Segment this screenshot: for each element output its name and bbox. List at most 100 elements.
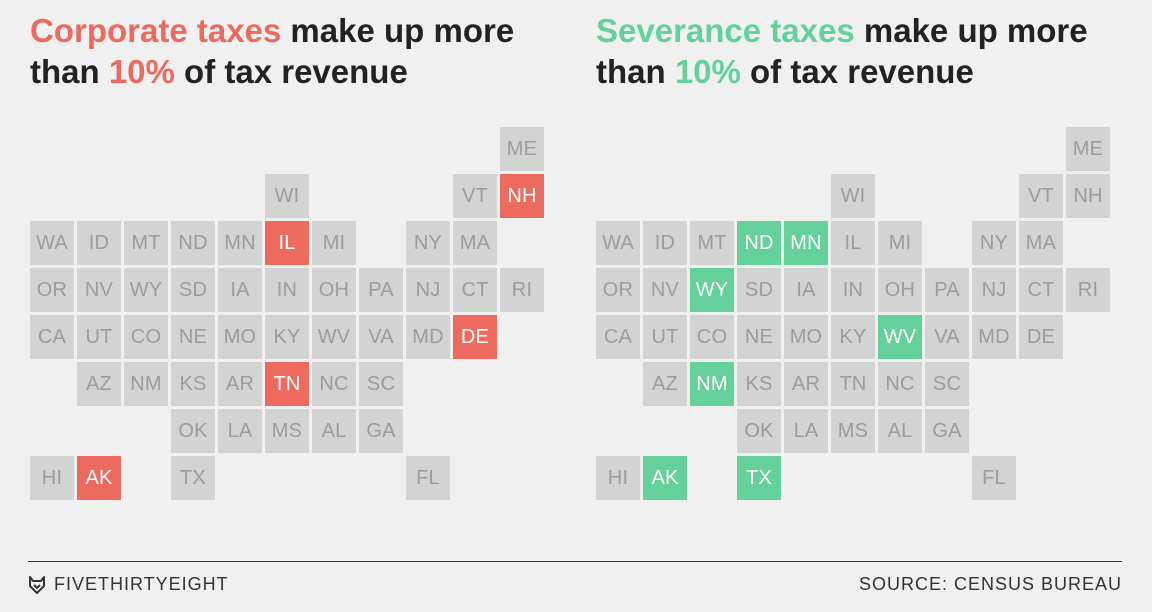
footer-divider [28, 561, 1122, 562]
state-tile-in: IN [831, 268, 875, 312]
state-tile-ar: AR [784, 362, 828, 406]
state-tile-al: AL [878, 409, 922, 453]
state-tile-in: IN [265, 268, 309, 312]
state-tile-mo: MO [784, 315, 828, 359]
state-tile-mt: MT [124, 221, 168, 265]
state-tile-nm: NM [690, 362, 734, 406]
state-tile-ar: AR [218, 362, 262, 406]
state-tile-md: MD [972, 315, 1016, 359]
state-tile-sc: SC [925, 362, 969, 406]
title-text: make up more than [596, 12, 1088, 90]
fox-icon [29, 575, 45, 594]
state-tile-mo: MO [218, 315, 262, 359]
state-tile-id: ID [77, 221, 121, 265]
brand-logo: FIVETHIRTYEIGHT [28, 574, 229, 595]
state-tile-fl: FL [406, 456, 450, 500]
state-tile-grid: ME WI VT NH WA ID MT ND MN IL MI NY MA OR NV WY SD IA IN OH… [596, 0, 1152, 520]
state-tile-wi: WI [265, 174, 309, 218]
state-tile-wv: WV [312, 315, 356, 359]
state-tile-pa: PA [925, 268, 969, 312]
state-tile-wa: WA [596, 221, 640, 265]
state-tile-sd: SD [171, 268, 215, 312]
state-tile-id: ID [643, 221, 687, 265]
state-tile-nj: NJ [406, 268, 450, 312]
state-tile-ia: IA [784, 268, 828, 312]
source-credit: SOURCE: CENSUS BUREAU [858, 574, 1122, 594]
state-tile-co: CO [690, 315, 734, 359]
state-tile-wv: WV [878, 315, 922, 359]
state-tile-ut: UT [643, 315, 687, 359]
state-tile-ks: KS [737, 362, 781, 406]
state-tile-co: CO [124, 315, 168, 359]
state-tile-va: VA [359, 315, 403, 359]
state-tile-tx: TX [171, 456, 215, 500]
state-tile-az: AZ [77, 362, 121, 406]
title-highlight: Severance taxes [596, 12, 855, 49]
state-tile-ct: CT [453, 268, 497, 312]
state-tile-md: MD [406, 315, 450, 359]
state-tile-mn: MN [218, 221, 262, 265]
state-tile-ia: IA [218, 268, 262, 312]
state-tile-ca: CA [30, 315, 74, 359]
state-tile-wa: WA [30, 221, 74, 265]
state-tile-il: IL [265, 221, 309, 265]
state-tile-la: LA [218, 409, 262, 453]
state-tile-ga: GA [925, 409, 969, 453]
state-tile-ak: AK [77, 456, 121, 500]
state-tile-nd: ND [737, 221, 781, 265]
state-tile-al: AL [312, 409, 356, 453]
state-tile-ny: NY [406, 221, 450, 265]
state-tile-sd: SD [737, 268, 781, 312]
state-tile-ms: MS [265, 409, 309, 453]
title-text: make up more than [30, 12, 515, 90]
state-tile-grid: ME WI VT NH WA ID MT ND MN IL MI NY MA OR NV WY SD IA IN OH… [30, 0, 590, 520]
state-tile-mt: MT [690, 221, 734, 265]
state-tile-la: LA [784, 409, 828, 453]
state-tile-wy: WY [124, 268, 168, 312]
state-tile-tn: TN [831, 362, 875, 406]
title-highlight: Corporate taxes [30, 12, 282, 49]
state-tile-nm: NM [124, 362, 168, 406]
title-text-end: of tax revenue [174, 53, 408, 90]
title-text-end: of tax revenue [740, 53, 974, 90]
state-tile-de: DE [453, 315, 497, 359]
state-tile-wi: WI [831, 174, 875, 218]
state-tile-tn: TN [265, 362, 309, 406]
state-tile-sc: SC [359, 362, 403, 406]
state-tile-ma: MA [1019, 221, 1063, 265]
state-tile-mi: MI [312, 221, 356, 265]
title-percent: 10% [674, 53, 741, 90]
state-tile-ga: GA [359, 409, 403, 453]
state-tile-or: OR [30, 268, 74, 312]
state-tile-nc: NC [878, 362, 922, 406]
state-tile-ok: OK [171, 409, 215, 453]
state-tile-me: ME [500, 127, 544, 171]
state-tile-hi: HI [30, 456, 74, 500]
state-tile-oh: OH [312, 268, 356, 312]
state-tile-ct: CT [1019, 268, 1063, 312]
state-tile-ma: MA [453, 221, 497, 265]
state-tile-ny: NY [972, 221, 1016, 265]
state-tile-il: IL [831, 221, 875, 265]
state-tile-hi: HI [596, 456, 640, 500]
state-tile-ri: RI [500, 268, 544, 312]
state-tile-ut: UT [77, 315, 121, 359]
state-tile-me: ME [1066, 127, 1110, 171]
state-tile-vt: VT [1019, 174, 1063, 218]
state-tile-nc: NC [312, 362, 356, 406]
state-tile-fl: FL [972, 456, 1016, 500]
state-tile-ms: MS [831, 409, 875, 453]
state-tile-ne: NE [171, 315, 215, 359]
state-tile-ky: KY [265, 315, 309, 359]
state-tile-az: AZ [643, 362, 687, 406]
state-tile-ky: KY [831, 315, 875, 359]
severance-taxes-title: Severance taxes make up more than 10% of… [596, 10, 1152, 92]
corporate-taxes-title: Corporate taxes make up more than 10% of… [30, 10, 590, 92]
state-tile-wy: WY [690, 268, 734, 312]
severance-taxes-map-panel: Severance taxes make up more than 10% of… [596, 0, 1152, 520]
state-tile-mn: MN [784, 221, 828, 265]
state-tile-vt: VT [453, 174, 497, 218]
state-tile-ok: OK [737, 409, 781, 453]
state-tile-va: VA [925, 315, 969, 359]
title-percent: 10% [108, 53, 175, 90]
